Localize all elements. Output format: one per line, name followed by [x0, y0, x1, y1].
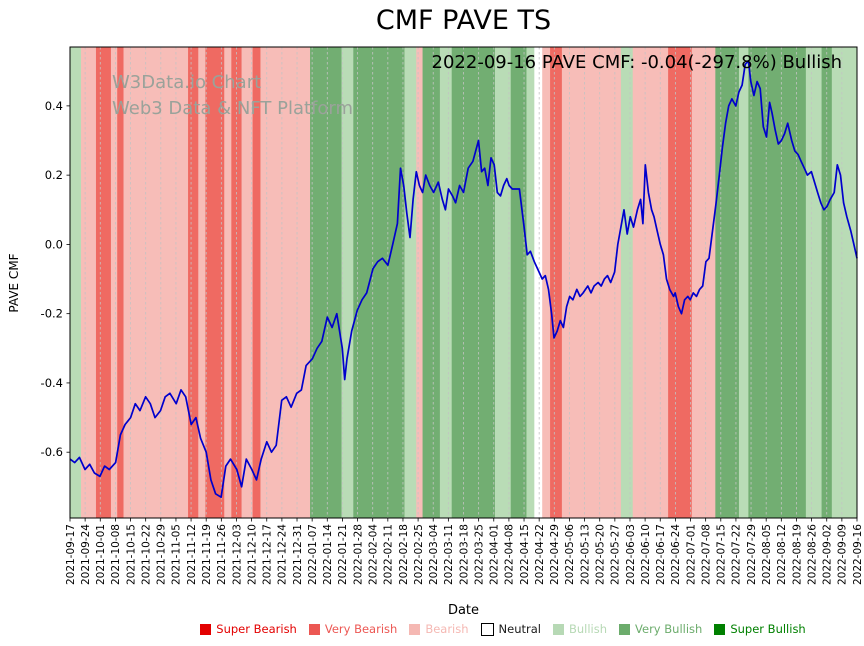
x-tick-label: 2022-01-14 [322, 524, 334, 585]
x-tick-label: 2021-10-15 [125, 524, 137, 585]
x-tick-label: 2021-11-12 [186, 524, 198, 585]
legend-item-bullish: Bullish [552, 622, 608, 636]
legend-label: Bullish [568, 622, 608, 636]
y-tick-label: 0.2 [45, 168, 63, 182]
y-tick-label: -0.4 [41, 376, 63, 390]
x-tick-label: 2022-09-09 [837, 524, 849, 585]
x-tick-label: 2022-07-22 [731, 524, 743, 585]
x-tick-label: 2021-12-10 [246, 524, 258, 585]
legend-swatch [619, 623, 631, 635]
legend-item-very-bearish: Very Bearish [308, 622, 398, 636]
x-tick-label: 2022-09-16 [852, 524, 864, 585]
y-tick-label: -0.6 [41, 445, 63, 459]
x-tick-label: 2022-05-06 [564, 524, 576, 585]
x-tick-label: 2021-09-24 [80, 524, 92, 585]
legend-label: Bearish [425, 622, 469, 636]
x-axis-label: Date [447, 603, 480, 618]
legend-label: Very Bullish [635, 622, 703, 636]
legend-label: Very Bearish [324, 622, 398, 636]
x-tick-label: 2022-01-21 [337, 524, 349, 585]
x-tick-label: 2022-06-24 [670, 524, 682, 585]
legend-swatch [714, 623, 726, 635]
x-tick-label: 2022-06-17 [655, 524, 667, 585]
watermark: W3Data.io Chart Web3 Data & NFT Platform [112, 70, 353, 122]
x-tick-label: 2021-11-26 [216, 524, 228, 585]
x-tick-label: 2022-08-19 [791, 524, 803, 585]
x-tick-label: 2022-08-26 [806, 524, 818, 585]
legend-label: Super Bullish [730, 622, 806, 636]
x-tick-label: 2021-12-24 [277, 524, 289, 585]
legend-item-super-bearish: Super Bearish [200, 622, 297, 636]
x-tick-label: 2021-11-19 [201, 524, 213, 585]
legend-swatch [200, 623, 212, 635]
x-tick-label: 2022-04-22 [534, 524, 546, 585]
legend-swatch [409, 623, 421, 635]
x-tick-label: 2022-04-08 [504, 524, 516, 585]
watermark-line2: Web3 Data & NFT Platform [112, 98, 354, 119]
x-tick-label: 2022-04-29 [549, 524, 561, 585]
x-tick-label: 2022-07-29 [746, 524, 758, 585]
x-tick-label: 2021-12-31 [292, 524, 304, 585]
x-tick-label: 2021-10-29 [156, 524, 168, 585]
x-tick-label: 2022-02-04 [367, 524, 379, 585]
legend-label: Super Bearish [216, 622, 297, 636]
x-tick-label: 2022-05-13 [579, 524, 591, 585]
y-axis-label: PAVE CMF [7, 253, 21, 313]
x-tick-label: 2022-01-07 [307, 524, 319, 585]
x-tick-label: 2022-07-01 [685, 524, 697, 585]
legend-swatch [480, 622, 494, 636]
x-tick-label: 2022-02-11 [383, 524, 395, 585]
legend-item-very-bullish: Very Bullish [619, 622, 702, 636]
x-tick-label: 2022-02-25 [413, 524, 425, 585]
x-tick-label: 2022-08-12 [776, 524, 788, 585]
x-tick-label: 2022-03-11 [443, 524, 455, 585]
chart-title: CMF PAVE TS [375, 5, 552, 36]
x-tick-label: 2022-04-15 [519, 524, 531, 585]
legend-item-neutral: Neutral [480, 622, 541, 636]
legend-swatch [308, 623, 320, 635]
legend: Super Bearish Very Bearish Bearish Neutral B… [150, 622, 856, 636]
x-tick-label: 2022-06-03 [625, 524, 637, 585]
latest-value-annotation: 2022-09-16 PAVE CMF: -0.04(-297.8%) Bull… [431, 52, 842, 73]
legend-label: Neutral [498, 622, 541, 636]
x-tick-label: 2022-07-15 [716, 524, 728, 585]
x-tick-label: 2021-12-03 [231, 524, 243, 585]
x-tick-label: 2022-05-20 [595, 524, 607, 585]
x-tick-label: 2022-04-01 [489, 524, 501, 585]
x-tick-label: 2022-09-02 [822, 524, 834, 585]
x-tick-label: 2021-11-05 [171, 524, 183, 585]
x-tick-label: 2022-05-27 [610, 524, 622, 585]
legend-item-super-bullish: Super Bullish [714, 622, 806, 636]
x-tick-label: 2021-10-22 [140, 524, 152, 585]
x-tick-label: 2021-09-17 [65, 524, 77, 585]
x-tick-label: 2022-07-08 [700, 524, 712, 585]
x-tick-label: 2021-10-01 [95, 524, 107, 585]
legend-item-bearish: Bearish [409, 622, 469, 636]
x-tick-label: 2021-10-08 [110, 524, 122, 585]
x-tick-label: 2022-03-25 [473, 524, 485, 585]
y-tick-label: 0.4 [45, 99, 63, 113]
x-tick-label: 2022-03-04 [428, 524, 440, 585]
y-tick-label: 0.0 [45, 237, 63, 251]
x-tick-label: 2022-01-28 [352, 524, 364, 585]
x-tick-label: 2022-03-18 [458, 524, 470, 585]
x-tick-label: 2021-12-17 [262, 524, 274, 585]
cmf-line [69, 60, 858, 499]
x-tick-label: 2022-02-18 [398, 524, 410, 585]
watermark-line1: W3Data.io Chart [112, 72, 262, 93]
legend-swatch [552, 623, 564, 635]
y-tick-label: -0.2 [41, 307, 63, 321]
x-tick-label: 2022-06-10 [640, 524, 652, 585]
x-tick-label: 2022-08-05 [761, 524, 773, 585]
